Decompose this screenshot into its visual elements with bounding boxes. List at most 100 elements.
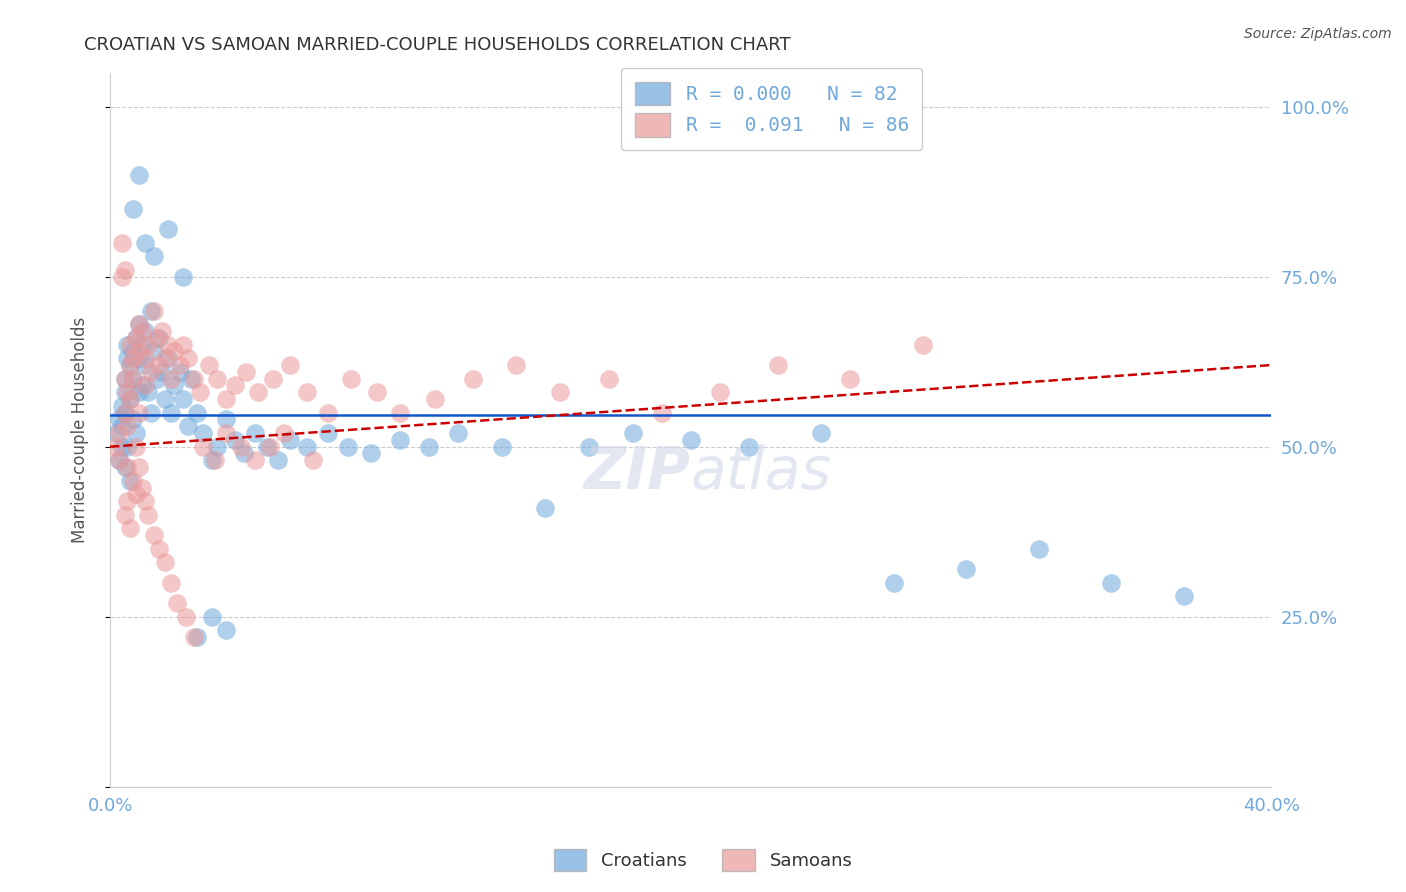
Point (177, 351, 200, 366)
Point (163, 378, 186, 392)
Point (155, 555, 177, 569)
Point (114, 262, 136, 277)
Point (1028, 541, 1050, 556)
Point (191, 440, 214, 454)
Point (150, 365, 173, 379)
Point (425, 392, 447, 406)
Point (142, 344, 165, 359)
Point (1173, 590, 1195, 604)
Point (120, 474, 142, 488)
Point (172, 392, 194, 406)
Point (278, 433, 301, 447)
Point (111, 440, 134, 454)
Point (1101, 575, 1123, 590)
Point (709, 385, 731, 400)
Point (134, 378, 156, 392)
Point (461, 372, 484, 386)
Point (142, 303, 165, 318)
Point (262, 372, 284, 386)
Point (160, 575, 183, 590)
Point (114, 460, 136, 475)
Point (131, 324, 153, 338)
Point (114, 372, 136, 386)
Point (155, 351, 177, 366)
Point (117, 440, 139, 454)
Point (128, 351, 150, 366)
Point (679, 433, 702, 447)
Point (122, 344, 145, 359)
Point (155, 392, 177, 406)
Point (122, 351, 145, 366)
Point (145, 372, 167, 386)
Point (207, 440, 229, 454)
Point (534, 500, 557, 515)
Point (229, 440, 252, 454)
Point (128, 317, 150, 331)
Point (183, 630, 205, 644)
Point (148, 331, 170, 345)
Point (136, 508, 159, 522)
Point (120, 358, 142, 372)
Point (128, 168, 150, 182)
Point (131, 337, 153, 351)
Point (215, 624, 238, 638)
Point (128, 406, 150, 420)
Point (215, 392, 238, 406)
Point (107, 453, 129, 467)
Point (316, 426, 339, 441)
Point (839, 372, 862, 386)
Point (267, 453, 290, 467)
Point (131, 378, 153, 392)
Point (125, 331, 148, 345)
Point (139, 406, 162, 420)
Point (166, 596, 188, 610)
Point (160, 406, 183, 420)
Point (188, 385, 211, 400)
Point (340, 372, 363, 386)
Point (215, 412, 238, 426)
Point (128, 344, 150, 359)
Point (172, 337, 194, 351)
Point (111, 269, 134, 284)
Point (131, 481, 153, 495)
Point (232, 446, 254, 460)
Point (122, 202, 145, 216)
Point (125, 426, 148, 441)
Point (117, 419, 139, 434)
Point (125, 440, 148, 454)
Point (224, 433, 246, 447)
Point (122, 412, 145, 426)
Point (160, 372, 183, 386)
Point (122, 372, 145, 386)
Point (766, 358, 789, 372)
Point (157, 351, 180, 366)
Point (134, 235, 156, 250)
Point (177, 419, 200, 434)
Text: ZIP: ZIP (583, 444, 690, 501)
Point (120, 392, 142, 406)
Point (136, 337, 159, 351)
Point (186, 630, 208, 644)
Point (107, 426, 129, 441)
Legend: R = 0.000   N = 82, R =  0.091   N = 86: R = 0.000 N = 82, R = 0.091 N = 86 (621, 68, 922, 151)
Point (505, 358, 527, 372)
Point (389, 406, 412, 420)
Point (122, 474, 145, 488)
Point (114, 372, 136, 386)
Point (120, 337, 142, 351)
Point (111, 419, 134, 434)
Point (256, 440, 278, 454)
Text: Source: ZipAtlas.com: Source: ZipAtlas.com (1244, 27, 1392, 41)
Point (955, 562, 977, 576)
Point (911, 337, 934, 351)
Point (737, 440, 759, 454)
Point (114, 508, 136, 522)
Point (122, 372, 145, 386)
Point (197, 358, 219, 372)
Point (128, 460, 150, 475)
Text: CROATIAN VS SAMOAN MARRIED-COUPLE HOUSEHOLDS CORRELATION CHART: CROATIAN VS SAMOAN MARRIED-COUPLE HOUSEH… (84, 36, 792, 54)
Point (134, 494, 156, 508)
Point (150, 324, 173, 338)
Point (139, 365, 162, 379)
Point (215, 426, 238, 441)
